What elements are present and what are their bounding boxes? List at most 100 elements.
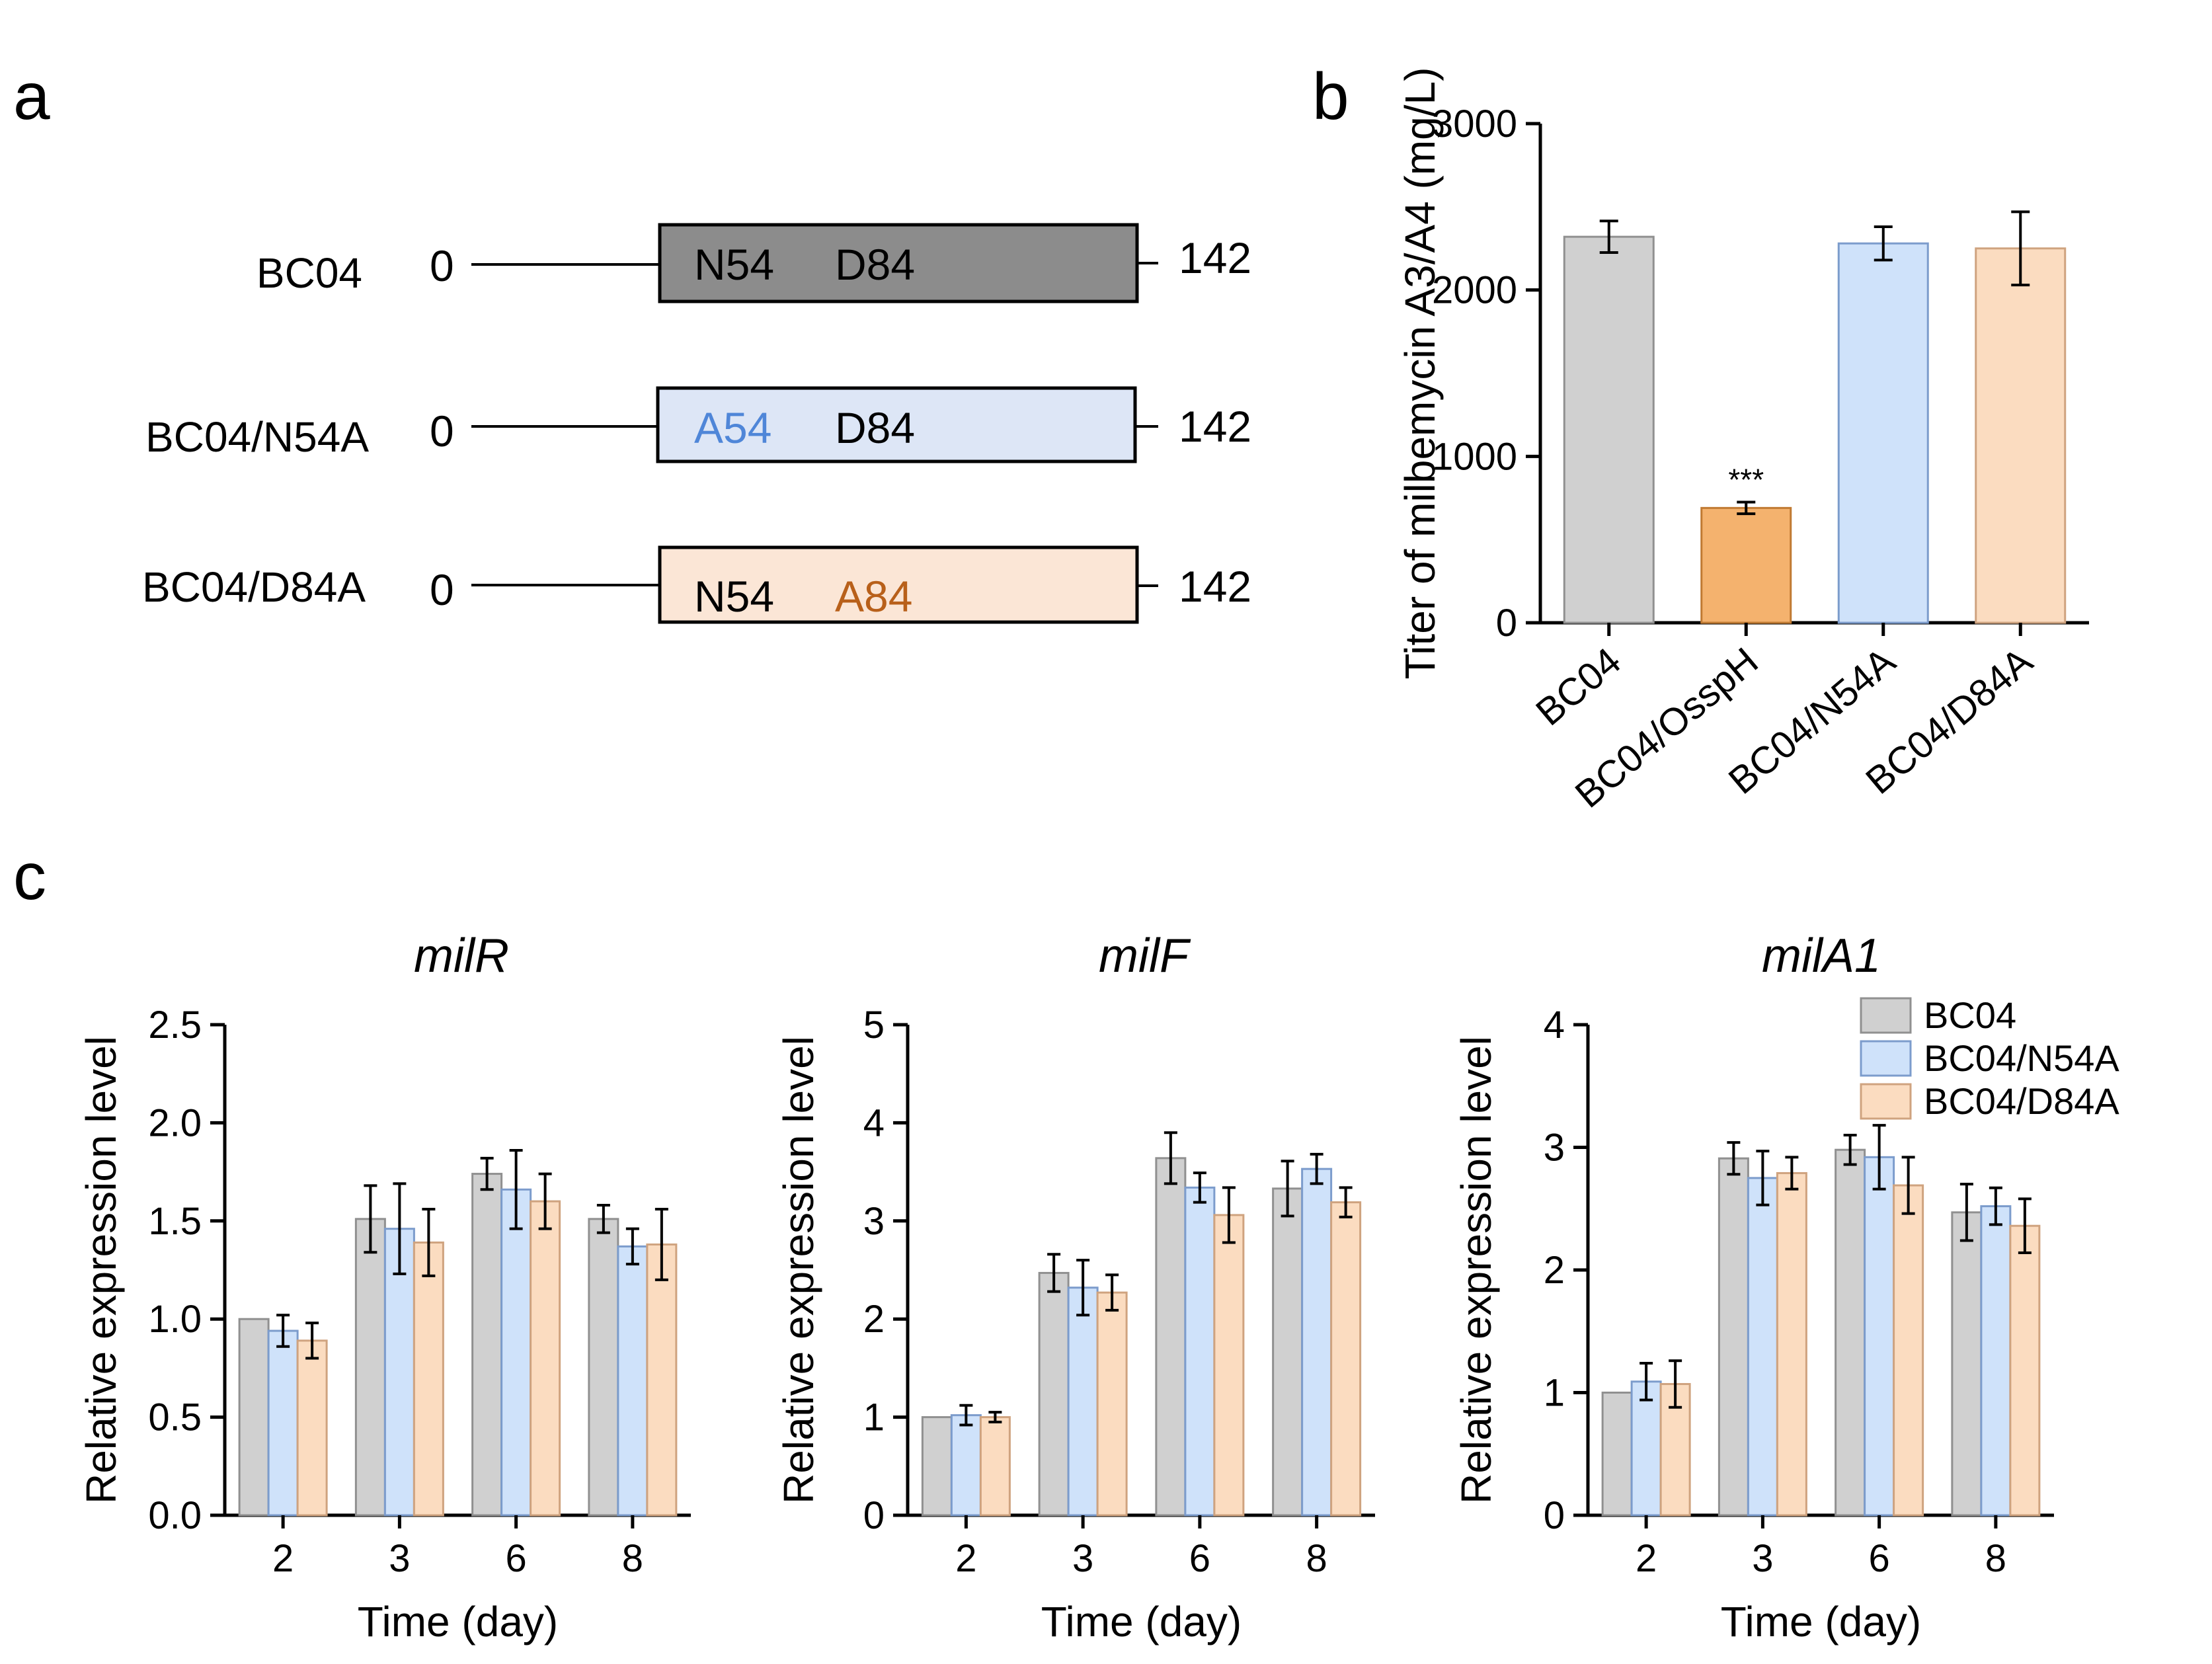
residue-label: N54 bbox=[694, 240, 774, 289]
domain-box bbox=[658, 223, 1139, 303]
domain-box bbox=[658, 545, 1139, 624]
x-tick-label: 3 bbox=[389, 1537, 410, 1580]
y-tick-label: 3000 bbox=[1432, 102, 1517, 145]
bar bbox=[1213, 1214, 1245, 1517]
mutated-residue-label: A54 bbox=[694, 403, 771, 452]
bar bbox=[1835, 1148, 1866, 1517]
legend-label: BC04/D84A bbox=[1924, 1080, 2119, 1122]
bar bbox=[1184, 1186, 1216, 1517]
bar bbox=[2009, 1224, 2041, 1517]
chart-b-titer: 0100020003000BC04BC04/OsspH***BC04/N54AB… bbox=[1396, 67, 2089, 816]
x-tick-label: 6 bbox=[505, 1537, 526, 1580]
y-tick-label: 0 bbox=[1544, 1494, 1565, 1537]
x-tick-label: 8 bbox=[1306, 1537, 1327, 1580]
chart-title: milF bbox=[1099, 930, 1191, 982]
domain-row-n54a: BC04/N54A 0 A54 D84 142 bbox=[145, 386, 1251, 463]
chart-title: milR bbox=[414, 930, 509, 982]
bar bbox=[1975, 247, 2067, 624]
start-position: 0 bbox=[430, 565, 454, 614]
x-axis-title: Time (day) bbox=[1721, 1598, 1921, 1645]
residue-label: N54 bbox=[694, 572, 774, 621]
x-tick-label: 6 bbox=[1868, 1537, 1889, 1580]
y-tick-label: 0.0 bbox=[148, 1494, 202, 1537]
mutated-residue-label: A84 bbox=[835, 572, 912, 621]
bar bbox=[979, 1416, 1011, 1517]
bar bbox=[413, 1241, 444, 1517]
bar bbox=[617, 1245, 649, 1517]
bar bbox=[267, 1329, 299, 1517]
strain-label: BC04 bbox=[257, 249, 362, 297]
end-position: 142 bbox=[1179, 233, 1251, 282]
y-tick-label: 1 bbox=[1544, 1372, 1565, 1415]
start-position: 0 bbox=[430, 407, 454, 456]
bar bbox=[1067, 1287, 1099, 1517]
y-tick-label: 2 bbox=[1544, 1249, 1565, 1292]
bar bbox=[950, 1414, 982, 1517]
x-axis-title: Time (day) bbox=[1041, 1598, 1242, 1645]
chart-c-milR: milR 0.0 0.5 1.0 1.5 2.0 2.5 2 3 6 8 Time (day) Rela… bbox=[77, 930, 691, 1645]
bar bbox=[1700, 506, 1792, 624]
bar bbox=[1718, 1157, 1749, 1517]
bar bbox=[1893, 1184, 1924, 1517]
bar bbox=[1630, 1380, 1662, 1517]
panel-label-c: c bbox=[13, 840, 46, 914]
start-position: 0 bbox=[430, 241, 454, 290]
x-tick-label: 8 bbox=[622, 1537, 643, 1580]
y-axis-title: Relative expression level bbox=[77, 1036, 125, 1504]
bar bbox=[1747, 1177, 1778, 1517]
bar bbox=[1563, 235, 1655, 624]
bar bbox=[1601, 1392, 1633, 1517]
y-tick-label: 0 bbox=[1496, 602, 1517, 645]
bar bbox=[1864, 1156, 1895, 1517]
y-tick-label: 2 bbox=[863, 1298, 885, 1341]
x-tick-label: 6 bbox=[1189, 1537, 1210, 1580]
x-tick-label: 2 bbox=[1636, 1537, 1657, 1580]
domain-row-bc04: BC04 0 N54 D84 142 bbox=[257, 223, 1251, 303]
x-axis-title: Time (day) bbox=[358, 1598, 558, 1645]
panel-label-a: a bbox=[13, 59, 50, 134]
bar bbox=[1330, 1201, 1362, 1517]
bar bbox=[588, 1218, 619, 1517]
y-axis-title: Relative expression level bbox=[775, 1036, 822, 1504]
bar bbox=[296, 1339, 328, 1517]
bar bbox=[1155, 1157, 1187, 1517]
legend-swatch bbox=[1860, 997, 1912, 1034]
bar bbox=[500, 1188, 532, 1517]
panel-a-diagram: BC04 0 N54 D84 142 BC04/N54A 0 A54 D84 1… bbox=[142, 223, 1251, 624]
y-tick-label: 1000 bbox=[1432, 435, 1517, 478]
legend-label: BC04/N54A bbox=[1924, 1037, 2119, 1079]
bar bbox=[238, 1318, 270, 1517]
y-tick-label: 3 bbox=[863, 1200, 885, 1243]
legend-swatch bbox=[1860, 1040, 1912, 1077]
bar bbox=[921, 1416, 953, 1517]
y-tick-label: 0.5 bbox=[148, 1396, 202, 1439]
bar bbox=[1096, 1291, 1128, 1517]
residue-label: D84 bbox=[835, 403, 915, 452]
y-tick-label: 4 bbox=[1544, 1004, 1565, 1047]
legend-swatch bbox=[1860, 1083, 1912, 1120]
chart-c-milF: milF 0 1 2 3 4 5 2 3 6 8 Time (day) Relative express… bbox=[775, 930, 1375, 1645]
panel-label-b: b bbox=[1312, 59, 1349, 134]
y-tick-label: 2.5 bbox=[148, 1004, 202, 1047]
x-tick-label: 2 bbox=[955, 1537, 976, 1580]
bar bbox=[354, 1218, 386, 1517]
bar bbox=[1837, 242, 1929, 624]
y-tick-label: 1.0 bbox=[148, 1298, 202, 1341]
bar bbox=[1272, 1187, 1304, 1517]
legend-label: BC04 bbox=[1924, 994, 2016, 1036]
strain-label: BC04/N54A bbox=[145, 413, 369, 461]
y-tick-label: 1 bbox=[863, 1396, 885, 1439]
y-tick-label: 0 bbox=[863, 1494, 885, 1537]
bar bbox=[1038, 1271, 1070, 1517]
y-tick-label: 5 bbox=[863, 1004, 885, 1047]
end-position: 142 bbox=[1179, 402, 1251, 451]
y-tick-label: 2000 bbox=[1432, 269, 1517, 312]
chart-c-milA1: milA1 0 1 2 3 4 2 3 6 8 Time (day) Relative express… bbox=[1452, 930, 2054, 1645]
significance-label: *** bbox=[1728, 463, 1764, 497]
x-tick-label: 8 bbox=[1985, 1537, 2006, 1580]
bar bbox=[646, 1243, 678, 1517]
y-tick-label: 2.0 bbox=[148, 1101, 202, 1144]
bar bbox=[471, 1173, 503, 1517]
x-tick-label: 3 bbox=[1752, 1537, 1773, 1580]
